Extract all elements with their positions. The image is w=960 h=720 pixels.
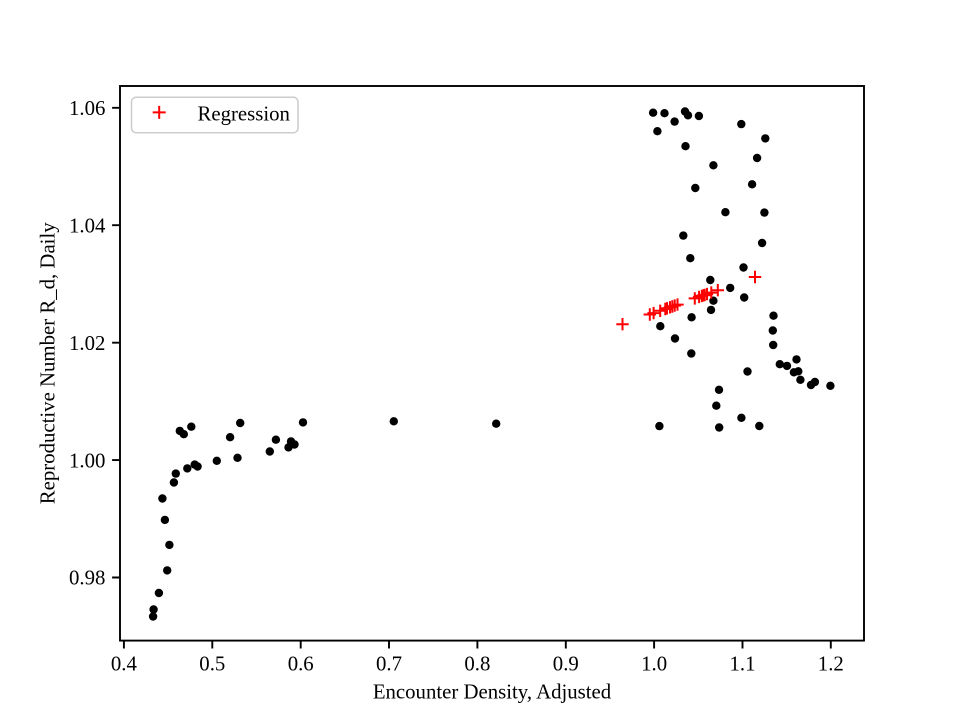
svg-text:0.5: 0.5	[199, 652, 225, 675]
svg-text:1.1: 1.1	[730, 652, 756, 675]
svg-text:1.02: 1.02	[69, 332, 105, 355]
svg-text:Reproductive Number R_d, Daily: Reproductive Number R_d, Daily	[37, 222, 60, 504]
svg-text:Encounter Density, Adjusted: Encounter Density, Adjusted	[373, 680, 612, 703]
svg-text:1.00: 1.00	[69, 449, 105, 472]
svg-text:0.7: 0.7	[376, 652, 402, 675]
svg-text:1.2: 1.2	[818, 652, 844, 675]
svg-text:1.06: 1.06	[69, 97, 105, 120]
svg-text:0.6: 0.6	[288, 652, 314, 675]
svg-text:0.98: 0.98	[69, 567, 105, 590]
svg-text:0.4: 0.4	[111, 652, 138, 675]
svg-text:0.9: 0.9	[553, 652, 579, 675]
svg-text:1.04: 1.04	[69, 214, 106, 237]
svg-text:1.0: 1.0	[641, 652, 667, 675]
svg-text:0.8: 0.8	[464, 652, 490, 675]
svg-text:Regression: Regression	[198, 102, 291, 125]
